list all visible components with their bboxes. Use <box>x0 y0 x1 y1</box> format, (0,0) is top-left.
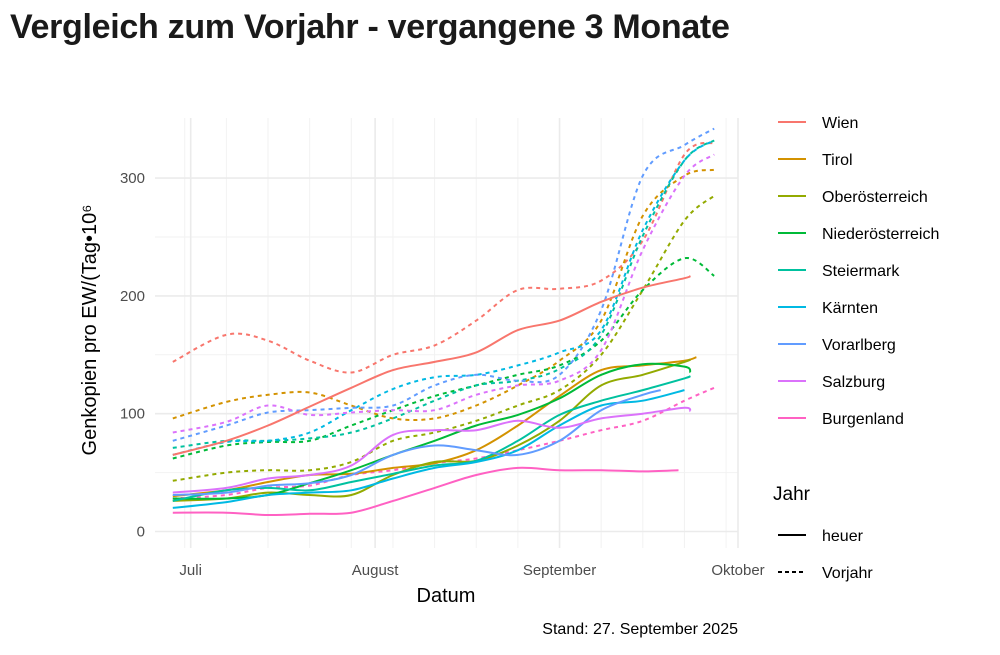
series-vorjahr-oberösterreich <box>172 194 715 482</box>
legend-label: Wien <box>822 115 858 132</box>
x-tick-label: Oktober <box>711 562 764 579</box>
x-tick-label: August <box>352 562 400 579</box>
series-vorjahr-kärnten <box>172 139 715 456</box>
legend-label: Kärnten <box>822 300 878 317</box>
x-axis-label: Datum <box>417 585 476 607</box>
caption: Stand: 27. September 2025 <box>542 621 738 638</box>
chart-title: Vergleich zum Vorjahr - vergangene 3 Mon… <box>10 8 730 46</box>
series-heuer-vorarlberg <box>172 389 661 496</box>
series-heuer-oberösterreich <box>172 358 692 502</box>
y-tick-label: 100 <box>120 406 145 423</box>
legend-label: Vorjahr <box>822 565 873 582</box>
series-vorjahr-salzburg <box>172 153 715 434</box>
legend-label: Vorarlberg <box>822 337 896 354</box>
x-tick-label: September <box>523 562 596 579</box>
series-heuer-steiermark <box>172 375 692 502</box>
axes: 0 100 200 300 Juli August September Oktober <box>120 170 765 579</box>
legend-title: Jahr <box>773 484 811 505</box>
series-vorjahr-vorarlberg <box>172 127 715 442</box>
legend-label: Oberösterreich <box>822 189 928 206</box>
legend-label: Niederösterreich <box>822 226 939 243</box>
legend-label: Burgenland <box>822 411 904 428</box>
y-tick-label: 200 <box>120 288 145 305</box>
y-axis-label: Genkopien pro EW/(Tag•10⁶ <box>79 205 101 456</box>
series-vorjahr-tirol <box>172 168 715 422</box>
legend-label: heuer <box>822 528 864 545</box>
series-heuer-tirol <box>172 356 697 498</box>
y-tick-label: 300 <box>120 170 145 187</box>
series-heuer-burgenland <box>172 466 679 517</box>
series-vorjahr-niederösterreich <box>172 257 715 460</box>
series-heuer-salzburg <box>172 406 692 494</box>
series-lines <box>172 127 715 517</box>
y-tick-label: 0 <box>137 524 145 541</box>
legend-label: Steiermark <box>822 263 900 280</box>
legend-label: Tirol <box>822 152 853 169</box>
series-heuer-kärnten <box>172 389 685 509</box>
series-vorjahr-steiermark <box>172 139 715 449</box>
legend-label: Salzburg <box>822 374 885 391</box>
legend: Wien Tirol Oberösterreich Niederösterreich S… <box>773 115 939 582</box>
series-heuer-wien <box>172 274 692 456</box>
x-tick-label: Juli <box>179 562 202 579</box>
